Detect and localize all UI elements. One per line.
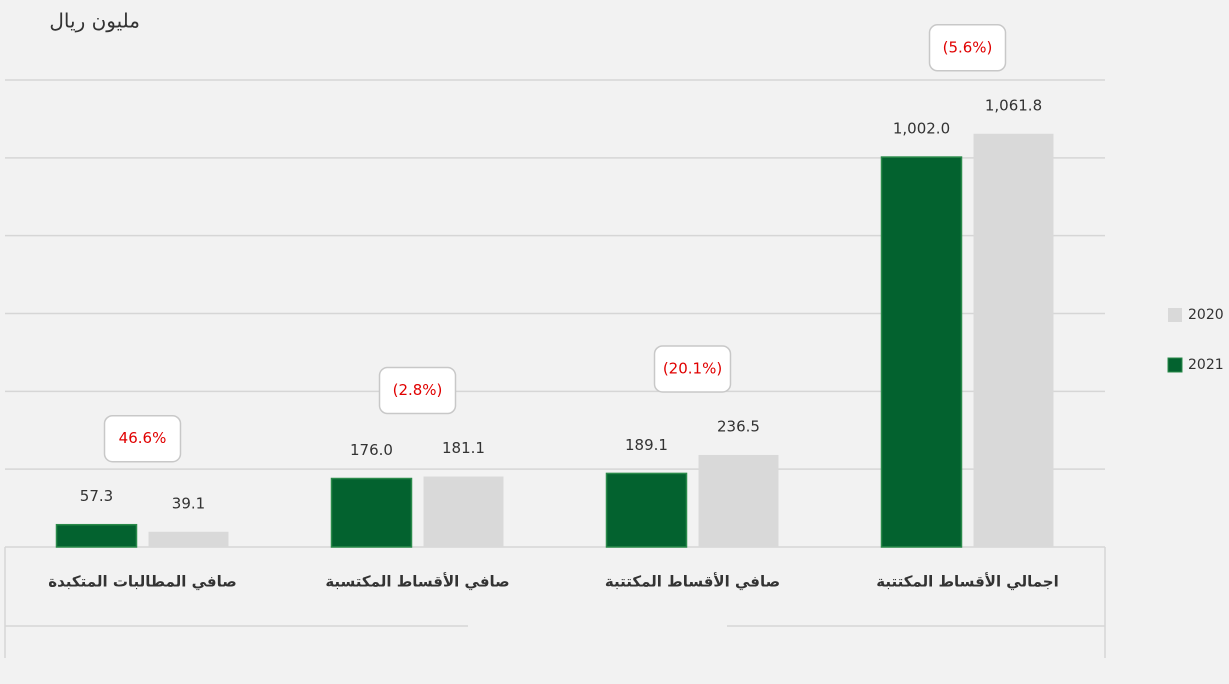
- legend-label: 2020: [1188, 307, 1224, 323]
- bar: [880, 156, 963, 548]
- change-label: (20.1%): [663, 359, 722, 377]
- bar: [330, 477, 413, 548]
- bar: [423, 476, 504, 547]
- bar: [605, 472, 688, 548]
- change-label: (2.8%): [393, 381, 443, 399]
- bar: [55, 523, 138, 548]
- data-label: 181.1: [442, 439, 485, 457]
- category-frame: [4, 547, 1106, 658]
- data-label: 236.5: [717, 417, 760, 435]
- data-label: 1,061.8: [985, 96, 1042, 114]
- bar: [148, 531, 229, 547]
- bar: [698, 454, 779, 547]
- data-label: 57.3: [80, 487, 113, 505]
- change-box: [928, 24, 1007, 72]
- unit-label: مليون ريال: [49, 9, 140, 33]
- legend-swatch: [1167, 357, 1183, 373]
- x-tick-label: صافي المطالبات المتكبدة: [48, 573, 236, 591]
- data-label: 189.1: [625, 436, 668, 454]
- data-label: 39.1: [172, 494, 205, 512]
- change-box: [653, 345, 732, 393]
- data-label: 1,002.0: [893, 120, 950, 138]
- legend-swatch: [1168, 308, 1182, 322]
- x-tick-label: صافي الأقساط المكتسبة: [325, 573, 509, 591]
- legend-label: 2021: [1188, 357, 1224, 373]
- change-box: [103, 414, 182, 463]
- data-label: 176.0: [350, 441, 393, 459]
- x-tick-label: صافي الأقساط المكتتبة: [605, 573, 780, 591]
- x-tick-label: اجمالي الأقساط المكتتبة: [876, 573, 1059, 591]
- change-box: [378, 366, 457, 415]
- change-label: 46.6%: [119, 429, 167, 447]
- bar: [973, 133, 1054, 547]
- change-label: (5.6%): [943, 38, 993, 56]
